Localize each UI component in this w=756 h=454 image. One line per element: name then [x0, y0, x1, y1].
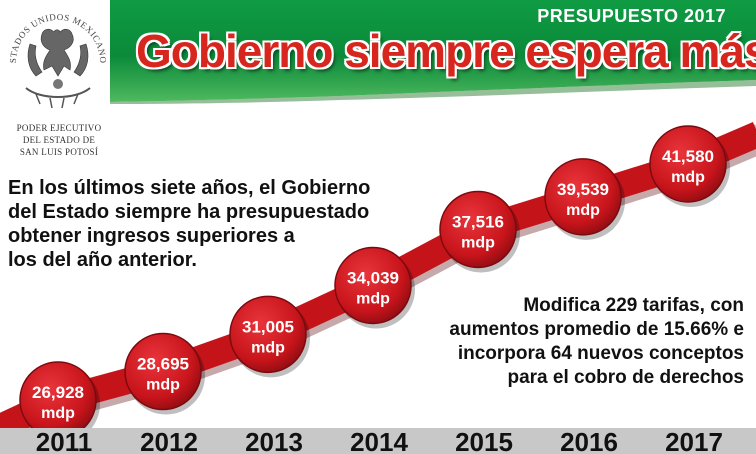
x-tick-label: 2017	[665, 427, 723, 454]
note-line: aumentos promedio de 15.66% e	[449, 319, 744, 340]
seal-line: SAN LUIS POTOSÍ	[19, 147, 99, 157]
data-point: 26,928 mdp	[19, 361, 100, 443]
data-label: 41,580	[662, 147, 714, 166]
data-label: 37,516	[452, 212, 504, 231]
intro-line: los del año anterior.	[8, 249, 197, 271]
seal-line: DEL ESTADO DE	[22, 135, 96, 145]
x-tick-label: 2013	[245, 427, 303, 454]
unit-label: mdp	[356, 290, 390, 307]
seal-line: PODER EJECUTIVO	[16, 123, 102, 133]
x-tick-label: 2012	[140, 427, 198, 454]
intro-text: En los últimos siete años, el Gobierno d…	[8, 176, 428, 272]
data-label: 26,928	[32, 383, 84, 402]
note-line: incorpora 64 nuevos conceptos	[457, 343, 744, 364]
note-line: Modifica 229 tarifas, con	[523, 295, 744, 316]
data-label: 28,695	[137, 355, 189, 374]
intro-line: obtener ingresos superiores a	[8, 225, 295, 247]
x-tick-label: 2016	[560, 427, 618, 454]
tariff-note: Modifica 229 tarifas, con aumentos prome…	[324, 294, 744, 390]
year-axis-band	[0, 428, 756, 454]
unit-label: mdp	[566, 202, 600, 219]
unit-label: mdp	[146, 377, 180, 394]
header-band	[110, 0, 756, 104]
unit-label: mdp	[41, 405, 75, 422]
note-line: para el cobro de derechos	[507, 367, 744, 388]
data-point: 31,005 mdp	[229, 295, 310, 378]
data-point: 34,039 mdp	[334, 246, 415, 329]
x-tick-label: 2014	[350, 427, 408, 454]
data-label: 31,005	[242, 317, 294, 336]
x-tick-label: 2015	[455, 427, 513, 454]
intro-line: del Estado siempre ha presupuestado	[8, 201, 370, 223]
seal-caption: PODER EJECUTIVO DEL ESTADO DE SAN LUIS P…	[6, 122, 112, 158]
state-seal-icon: ESTADOS UNIDOS MEXICANOS	[6, 4, 108, 109]
data-label: 39,539	[557, 180, 609, 199]
header-kicker: PRESUPUESTO 2017	[537, 6, 726, 26]
data-point: 39,539 mdp	[544, 158, 625, 240]
unit-label: mdp	[671, 169, 705, 186]
unit-label: mdp	[251, 339, 285, 356]
data-point: 41,580 mdp	[649, 125, 730, 207]
intro-line: En los últimos siete años, el Gobierno	[8, 177, 371, 199]
x-tick-label: 2011	[36, 427, 92, 454]
data-point: 28,695 mdp	[124, 332, 205, 415]
unit-label: mdp	[461, 234, 495, 251]
page-title: Gobierno siempre espera más	[136, 25, 756, 77]
data-label: 34,039	[347, 268, 399, 287]
data-point: 37,516 mdp	[439, 190, 520, 273]
